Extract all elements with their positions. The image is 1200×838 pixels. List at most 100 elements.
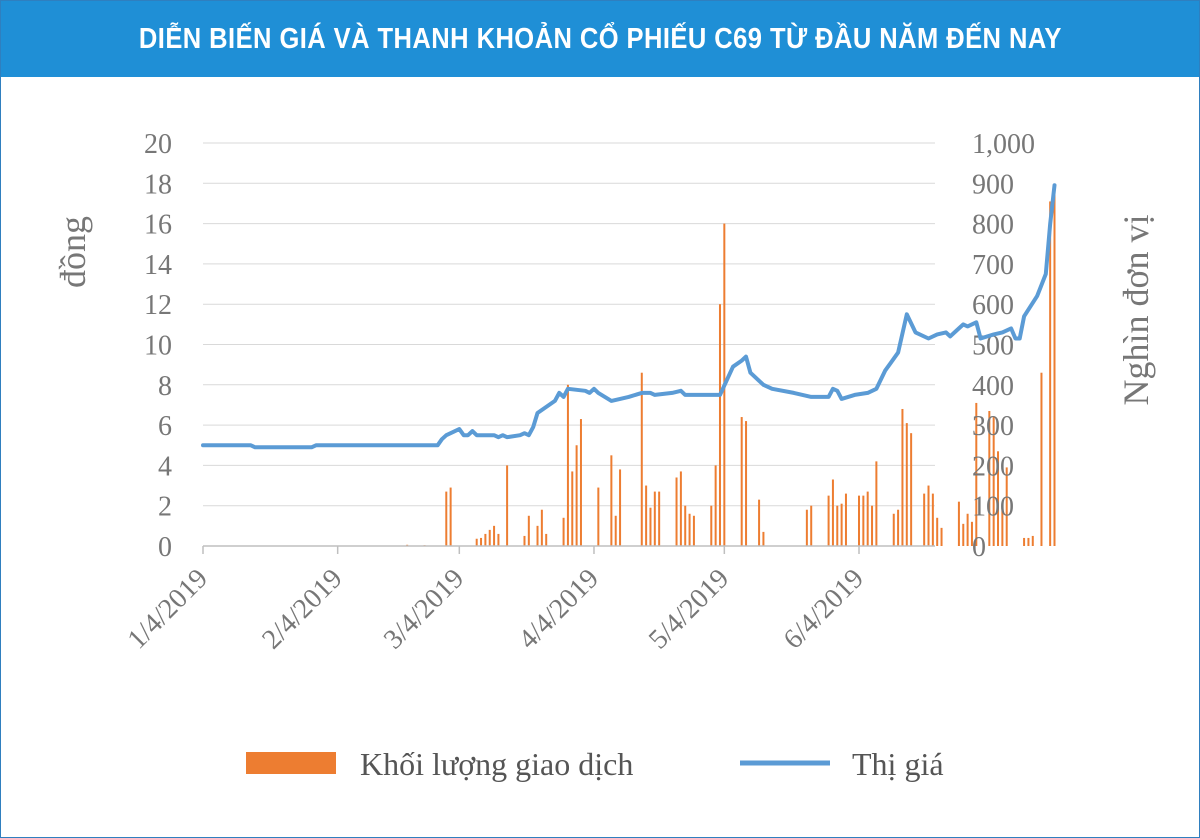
volume-bar bbox=[718, 304, 721, 546]
volume-bar bbox=[619, 469, 622, 546]
volume-bar bbox=[575, 445, 578, 546]
y-right-axis-title: Nghìn đơn vị bbox=[1116, 214, 1156, 405]
y-left-tick-label: 12 bbox=[144, 290, 172, 321]
volume-bar bbox=[675, 477, 678, 546]
volume-bar bbox=[762, 531, 765, 546]
y-right-tick-label: 400 bbox=[972, 371, 1014, 402]
x-tick-label: 6/4/2019 bbox=[778, 563, 870, 655]
volume-bar bbox=[688, 513, 691, 546]
volume-bar bbox=[810, 505, 813, 546]
volume-bar bbox=[957, 501, 960, 546]
volume-bar bbox=[653, 491, 656, 546]
volume-bar bbox=[745, 421, 748, 546]
volume-bar bbox=[897, 509, 900, 546]
x-tick-label: 4/4/2019 bbox=[513, 563, 605, 655]
volume-bar bbox=[614, 515, 617, 546]
y-left-tick-label: 8 bbox=[158, 371, 172, 402]
volume-bar bbox=[805, 509, 808, 546]
volume-bar bbox=[1049, 201, 1052, 546]
volume-bar bbox=[936, 517, 939, 546]
volume-bar bbox=[566, 384, 569, 546]
y-left-tick-label: 4 bbox=[158, 451, 172, 482]
y-right-tick-label: 300 bbox=[972, 411, 1014, 442]
chart-title: DIỄN BIẾN GIÁ VÀ THANH KHOẢN CỔ PHIẾU C6… bbox=[138, 22, 1062, 55]
volume-bar bbox=[875, 461, 878, 546]
volume-bar bbox=[871, 505, 874, 546]
volume-bar bbox=[597, 487, 600, 546]
volume-bar bbox=[497, 533, 500, 546]
volume-bar bbox=[1027, 537, 1030, 546]
y-left-tick-label: 14 bbox=[144, 250, 172, 281]
volume-bar bbox=[905, 423, 908, 546]
legend-label-price: Thị giá bbox=[852, 746, 944, 782]
volume-bar bbox=[966, 513, 969, 546]
volume-bar bbox=[970, 521, 973, 546]
y-left-tick-label: 16 bbox=[144, 210, 172, 241]
volume-bar bbox=[831, 479, 834, 546]
volume-bar bbox=[1040, 372, 1043, 546]
title-bar: DIỄN BIẾN GIÁ VÀ THANH KHOẢN CỔ PHIẾU C6… bbox=[1, 1, 1199, 77]
volume-bar bbox=[997, 451, 1000, 546]
y-right-tick-label: 900 bbox=[972, 169, 1014, 200]
volume-bar bbox=[1023, 537, 1026, 546]
price-line bbox=[201, 183, 1057, 450]
x-tick-label: 5/4/2019 bbox=[643, 563, 735, 655]
volume-bar bbox=[931, 493, 934, 546]
volume-bar bbox=[523, 535, 526, 546]
y-left-axis-title: đồng bbox=[53, 216, 93, 288]
y-right-tick-label: 700 bbox=[972, 250, 1014, 281]
volume-bar bbox=[484, 533, 487, 546]
y-right-tick-label: 200 bbox=[972, 451, 1014, 482]
volume-bar bbox=[962, 523, 965, 546]
volume-bar bbox=[992, 417, 995, 546]
volume-bar bbox=[758, 499, 761, 546]
volume-bar bbox=[658, 491, 661, 546]
volume-bar bbox=[684, 505, 687, 546]
volume-bar bbox=[910, 433, 913, 546]
volume-bar bbox=[649, 507, 652, 546]
x-tick-label: 2/4/2019 bbox=[256, 563, 348, 655]
volume-bar bbox=[988, 410, 991, 546]
volume-bar bbox=[488, 529, 491, 546]
volume-bar bbox=[527, 515, 530, 546]
y-left-tick-label: 20 bbox=[144, 129, 172, 160]
volume-bar bbox=[562, 517, 565, 546]
volume-bar bbox=[692, 515, 695, 546]
x-tick-label: 1/4/2019 bbox=[122, 563, 214, 655]
volume-bar bbox=[536, 525, 539, 546]
volume-bar bbox=[740, 417, 743, 546]
y-left-tick-label: 6 bbox=[158, 411, 172, 442]
volume-bar bbox=[1001, 505, 1004, 546]
y-left-tick-label: 0 bbox=[158, 532, 172, 563]
y-left-tick-label: 10 bbox=[144, 331, 172, 362]
volume-bar bbox=[679, 471, 682, 546]
volume-bar bbox=[836, 505, 839, 546]
volume-bar bbox=[540, 509, 543, 546]
volume-bar bbox=[975, 402, 978, 546]
volume-bar bbox=[866, 491, 869, 546]
volume-bar bbox=[862, 495, 865, 546]
volume-bar bbox=[1005, 467, 1008, 546]
x-tick-label: 3/4/2019 bbox=[378, 563, 470, 655]
volume-bar bbox=[640, 372, 643, 546]
volume-bar bbox=[923, 493, 926, 546]
volume-bar bbox=[844, 493, 847, 546]
volume-bar bbox=[892, 513, 895, 546]
y-left-tick-label: 18 bbox=[144, 169, 172, 200]
volume-bar bbox=[1031, 535, 1034, 546]
volume-bar bbox=[545, 533, 548, 546]
volume-bar bbox=[579, 419, 582, 546]
y-left-tick-label: 2 bbox=[158, 492, 172, 523]
y-right-tick-label: 1,000 bbox=[972, 129, 1035, 160]
volume-bar bbox=[571, 471, 574, 546]
volume-bar bbox=[827, 495, 830, 546]
y-right-tick-label: 0 bbox=[972, 532, 986, 563]
volume-bar bbox=[493, 525, 496, 546]
volume-bar bbox=[480, 537, 483, 546]
y-right-tick-label: 100 bbox=[972, 492, 1014, 523]
volume-bar bbox=[858, 495, 860, 546]
volume-bar bbox=[714, 465, 717, 546]
volume-bar bbox=[610, 455, 613, 546]
y-right-tick-label: 800 bbox=[972, 210, 1014, 241]
